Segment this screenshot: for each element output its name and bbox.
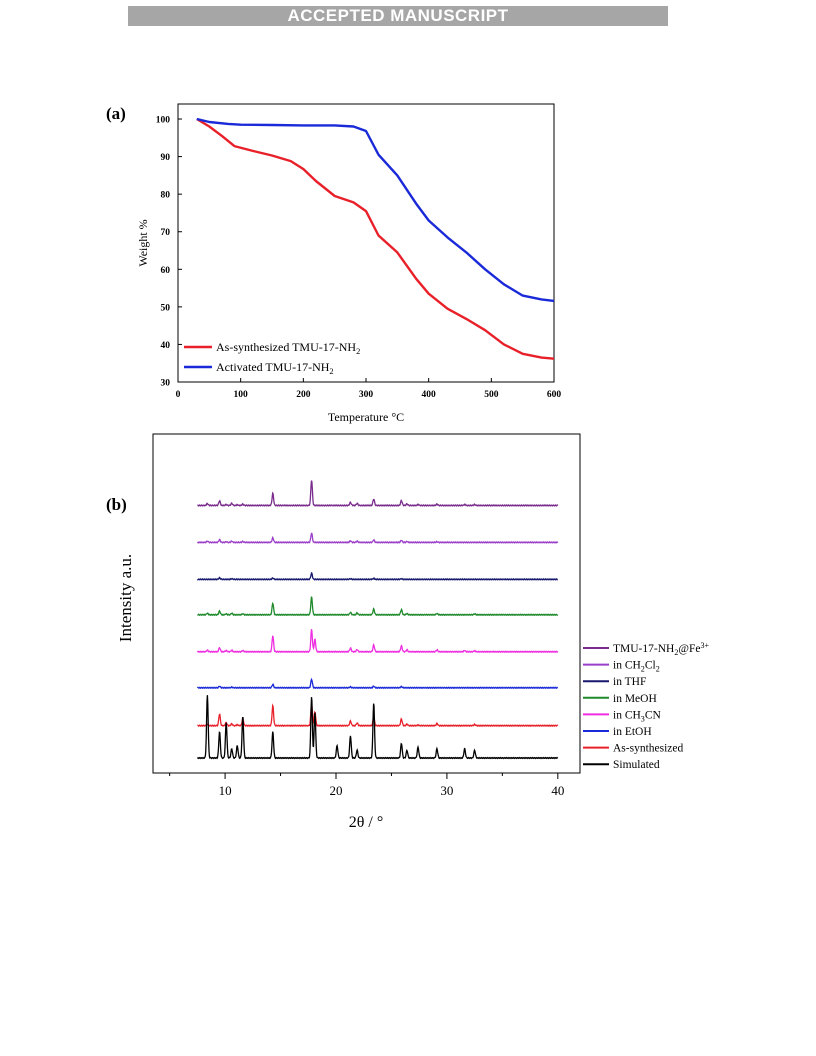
legend-label: in EtOH (613, 726, 652, 738)
pattern-line-3 (197, 596, 559, 617)
y-axis-title: Intensity a.u. (116, 554, 135, 642)
x-axis-title: Temperature °C (328, 410, 404, 424)
x-tick-label: 500 (484, 390, 499, 400)
x-tick-label: 400 (422, 390, 437, 400)
x-tick-label: 0 (176, 390, 181, 400)
x-tick-label: 10 (219, 783, 232, 798)
y-tick-label: 90 (161, 153, 171, 163)
accepted-manuscript-banner: ACCEPTED MANUSCRIPT (128, 6, 668, 26)
y-tick-label: 80 (161, 191, 171, 201)
panel-label-b: (b) (106, 495, 127, 514)
x-tick-label: 40 (551, 783, 564, 798)
legend-label: TMU-17-NH2@Fe3+ (613, 641, 709, 657)
legend-label: As-synthesized (613, 743, 684, 755)
series-line-activated (196, 117, 555, 303)
panel-b-pxrd-chart: (b) 10 20 30 40 2θ / ° Intensity a.u. TMU-17-NH… (106, 433, 709, 831)
legend-label: Simulated (613, 759, 660, 771)
y-tick-label: 50 (161, 303, 171, 313)
y-tick-label: 100 (156, 116, 171, 126)
x-tick-label: 100 (234, 390, 249, 400)
y-tick-label: 30 (161, 379, 171, 389)
y-axis-title: Weight % (136, 219, 150, 266)
y-tick-label: 40 (161, 341, 171, 351)
pattern-line-7 (196, 695, 559, 760)
x-tick-label: 600 (547, 390, 562, 400)
legend-label: in CH3CN (613, 709, 661, 723)
x-tick-label: 300 (359, 390, 374, 400)
panel-label-a: (a) (106, 104, 126, 123)
x-tick-label: 30 (440, 783, 453, 798)
plot-frame (152, 433, 581, 774)
x-axis-title: 2θ / ° (349, 814, 384, 831)
pattern-line-6 (197, 703, 559, 727)
pattern-line-4 (196, 629, 559, 654)
series-line-as-synthesized (196, 117, 555, 360)
y-tick-label: 60 (161, 266, 171, 276)
legend-label: in THF (613, 676, 646, 688)
legend-label: Activated TMU-17-NH2 (216, 360, 334, 376)
pattern-line-0 (197, 480, 559, 507)
pattern-line-5 (196, 677, 558, 690)
y-tick-label: 70 (161, 228, 171, 238)
pattern-line-2 (196, 572, 558, 581)
x-tick-label: 20 (330, 783, 343, 798)
legend-label: As-synthesized TMU-17-NH2 (216, 340, 360, 356)
x-tick-label: 200 (296, 390, 311, 400)
pattern-line-1 (196, 532, 559, 544)
panel-a-tga-chart: (a) 0 100 200 300 400 500 600 30 40 50 60 70 80 90 100 T… (106, 103, 562, 424)
legend-label: in CH2Cl2 (613, 660, 660, 674)
legend-label: in MeOH (613, 693, 657, 705)
